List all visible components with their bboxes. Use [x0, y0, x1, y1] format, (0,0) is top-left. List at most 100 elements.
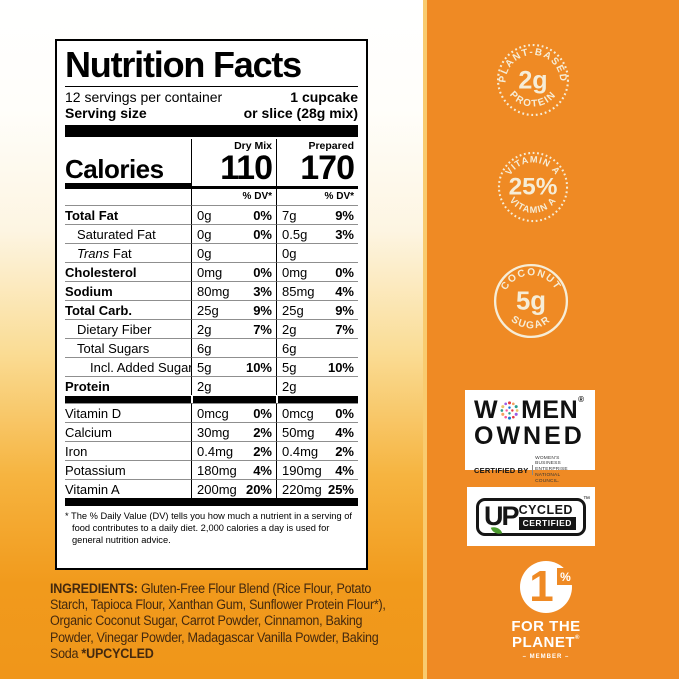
nutrient-name: Total Fat — [65, 204, 191, 224]
prepared-dv: 0% — [335, 264, 354, 280]
nutrient-name: Potassium — [65, 459, 191, 479]
dry-mix-amount: 0g — [197, 245, 212, 261]
prepared-amount: 0mcg — [282, 405, 314, 421]
prepared-amount: 6g — [282, 340, 297, 356]
divider-thick-mid — [65, 394, 358, 403]
nutrient-row-vitamin-d: Vitamin D 0mcg 0% 0mcg 0% — [65, 402, 358, 422]
upcycled-certified-badge: UP CYCLED CERTIFIED ™ — [467, 487, 595, 546]
trademark-mark: ™ — [582, 495, 590, 503]
one-percent-for-the-planet-badge: 1 % FOR THE PLANET® – MEMBER – — [507, 561, 585, 660]
upcycled-certified-text: CERTIFIED — [518, 517, 576, 530]
nutrient-name: Calcium — [65, 421, 191, 441]
prepared-amount: 0.4mg — [282, 443, 319, 459]
calories-section: Calories Dry Mix 110 Prepared 170 — [65, 138, 358, 189]
nutrient-name: Sodium — [65, 280, 191, 300]
nutrient-name: Cholesterol — [65, 261, 191, 281]
prepared-amount: 220mg — [282, 481, 322, 497]
prepared-dv: 4% — [335, 424, 354, 440]
nutrient-name: Saturated Fat — [65, 223, 191, 243]
nutrient-name: Trans Fat — [65, 242, 191, 262]
nutrient-name: Total Sugars — [65, 337, 191, 357]
nutrient-row-potassium: Potassium 180mg 4% 190mg 4% — [65, 459, 358, 479]
prepared-amount: 0mg — [282, 264, 308, 280]
women-owned-men: MEN — [521, 396, 579, 424]
nutrient-row-sodium: Sodium 80mg 3% 85mg 4% — [65, 280, 358, 300]
women-owned-w: W — [474, 396, 499, 424]
prepared-amount: 2g — [282, 321, 297, 337]
dry-mix-dv: 0% — [253, 226, 272, 242]
upcycled-note: *UPCYCLED — [81, 645, 154, 661]
divider-bar — [531, 465, 533, 476]
ingredients-list: Gluten-Free Flour Blend (Rice Flour, Pot… — [50, 581, 386, 661]
prepared-dv: 3% — [335, 226, 354, 242]
badge-dotted-ring — [497, 151, 569, 223]
prepared-amount: 85mg — [282, 283, 315, 299]
registered-mark: ® — [578, 395, 585, 404]
dry-mix-dv: 0% — [253, 207, 272, 223]
dv-header-dry: % DV* — [191, 188, 276, 205]
calories-label: Calories — [65, 153, 164, 184]
coconut-sugar-badge: COCONUT 5g SUGAR — [492, 262, 570, 340]
nutrient-row-iron: Iron 0.4mg 2% 0.4mg 2% — [65, 440, 358, 460]
dry-mix-amount: 180mg — [197, 462, 237, 478]
dry-mix-dv: 2% — [253, 443, 272, 459]
confetti-o-icon — [500, 401, 519, 420]
wbenc-line2: NATIONAL COUNCIL. — [535, 473, 561, 485]
nutrient-row-total-carb: Total Carb. 25g 9% 25g 9% — [65, 299, 358, 319]
dry-mix-dv: 20% — [245, 481, 272, 497]
prepared-dv: 0% — [335, 405, 354, 421]
nutrient-row-protein: Protein 2g 2g — [65, 375, 358, 395]
one-numeral: 1 — [529, 562, 554, 611]
badge-dotted-ring — [496, 43, 570, 117]
nutrient-row-vitamin-a: Vitamin A 200mg 20% 220mg 25% — [65, 478, 358, 498]
divider-thick — [65, 124, 358, 137]
svg-text:SUGAR: SUGAR — [509, 314, 553, 331]
dry-mix-amount: 0.4mg — [197, 443, 234, 459]
prepared-dv: 10% — [327, 359, 354, 375]
calories-prepared: 170 — [300, 149, 355, 188]
badge-solid-ring — [493, 263, 569, 339]
registered-mark: ® — [575, 635, 580, 642]
serving-size-label: Serving size — [65, 105, 147, 122]
dry-mix-amount: 0mg — [197, 264, 223, 280]
divider-thin — [65, 85, 358, 87]
nutrient-name: Total Carb. — [65, 299, 191, 319]
nutrient-row-calcium: Calcium 30mg 2% 50mg 4% — [65, 421, 358, 441]
nutrient-row-total-sugars: Total Sugars 6g 6g — [65, 337, 358, 357]
servings-row: 12 servings per container 1 cupcake — [65, 89, 358, 106]
nutrient-name: Iron — [65, 440, 191, 460]
prepared-amount: 0g — [282, 245, 297, 261]
one-percent-circle: 1 % — [520, 561, 574, 613]
upcycled-cycled-text: CYCLED — [518, 502, 573, 517]
ingredients-label: INGREDIENTS: — [50, 581, 138, 596]
prepared-amount: 5g — [282, 359, 297, 375]
nutrient-name: Dietary Fiber — [65, 318, 191, 338]
prepared-amount: 2g — [282, 378, 297, 394]
svg-text:2g: 2g — [518, 66, 547, 94]
prepared-amount: 190mg — [282, 462, 322, 478]
for-the-text: FOR THE — [511, 618, 581, 635]
dry-mix-dv: 9% — [253, 302, 272, 318]
ingredients-text: INGREDIENTS: Gluten-Free Flour Blend (Ri… — [50, 581, 402, 662]
dry-mix-amount: 2g — [197, 321, 212, 337]
upcycled-up-text: UP — [484, 500, 519, 531]
plant-based-protein-badge: PLANT-BASED 2g PROTEIN — [495, 42, 571, 118]
nutrient-row-saturated-fat: Saturated Fat 0g 0% 0.5g 3% — [65, 223, 358, 243]
nutrient-row-dietary-fiber: Dietary Fiber 2g 7% 2g 7% — [65, 318, 358, 338]
prepared-amount: 25g — [282, 302, 304, 318]
nutrition-facts-label: Nutrition Facts 12 servings per containe… — [55, 39, 368, 570]
dry-mix-amount: 25g — [197, 302, 219, 318]
prepared-dv: 4% — [335, 283, 354, 299]
dry-mix-dv: 10% — [245, 359, 272, 375]
dry-mix-dv: 7% — [253, 321, 272, 337]
dry-mix-amount: 200mg — [197, 481, 237, 497]
dry-mix-amount: 0mcg — [197, 405, 229, 421]
svg-text:5g: 5g — [516, 288, 546, 316]
prepared-amount: 7g — [282, 207, 297, 223]
dry-mix-amount: 0g — [197, 226, 212, 242]
nutrient-name: Protein — [65, 375, 191, 395]
wbenc-line1: WOMEN'S BUSINESS ENTERPRISE — [535, 455, 568, 473]
dry-mix-dv: 4% — [253, 462, 272, 478]
prepared-dv: 25% — [327, 481, 354, 497]
servings-per-container: 12 servings per container — [65, 88, 223, 105]
